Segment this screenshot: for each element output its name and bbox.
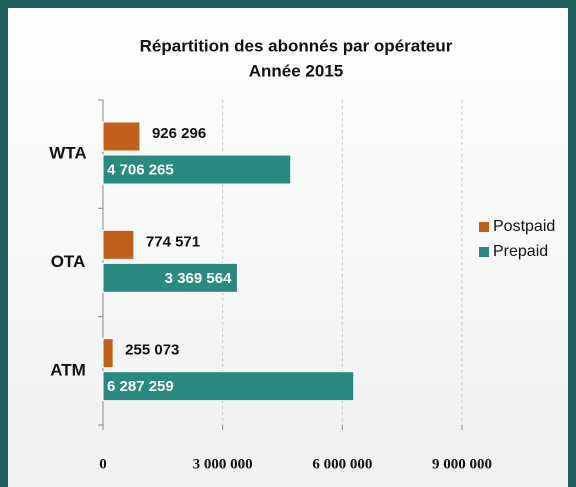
value-label: 926 296 bbox=[152, 125, 206, 142]
x-tick-label: 9 000 000 bbox=[432, 456, 492, 472]
value-label: 774 571 bbox=[146, 233, 200, 250]
legend-label: Postpaid bbox=[493, 218, 555, 235]
y-tick-label: ATM bbox=[50, 360, 86, 379]
x-tick-label: 6 000 000 bbox=[312, 456, 372, 472]
x-tick-label: 3 000 000 bbox=[193, 456, 253, 472]
chart-title: Répartition des abonnés par opérateur bbox=[140, 36, 453, 55]
chart-subtitle: Année 2015 bbox=[249, 61, 344, 80]
value-label: 6 287 259 bbox=[107, 378, 174, 395]
bar bbox=[102, 121, 141, 152]
bar bbox=[102, 262, 238, 293]
legend-swatch bbox=[479, 247, 489, 257]
bar bbox=[102, 229, 135, 260]
value-label: 255 073 bbox=[125, 342, 179, 359]
bar bbox=[102, 338, 114, 369]
bar bbox=[102, 371, 355, 402]
y-tick-label: WTA bbox=[49, 144, 86, 163]
plot-background bbox=[8, 8, 568, 487]
bar bbox=[102, 154, 292, 185]
value-label: 3 369 564 bbox=[165, 270, 232, 287]
x-tick-label: 0 bbox=[99, 456, 107, 472]
legend-label: Prepaid bbox=[493, 243, 548, 260]
y-tick-label: OTA bbox=[51, 252, 86, 271]
legend-swatch bbox=[479, 222, 489, 232]
value-label: 4 706 265 bbox=[107, 161, 174, 178]
